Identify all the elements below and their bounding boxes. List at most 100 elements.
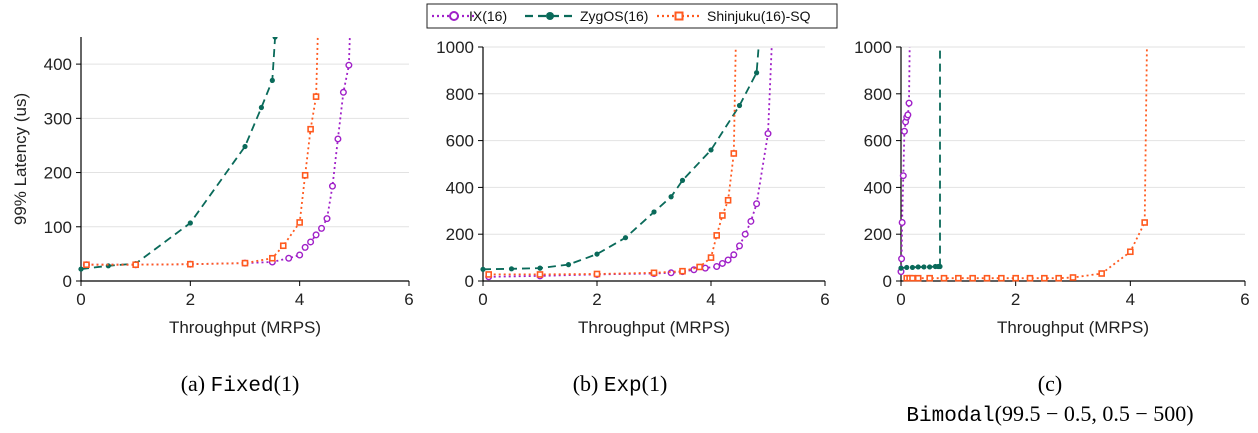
data-point [622, 235, 629, 241]
data-point [747, 217, 755, 225]
y-tick-label: 400 [44, 55, 72, 74]
y-tick-label: 0 [465, 272, 474, 291]
x-tick-label: 6 [1240, 290, 1249, 309]
data-point [730, 251, 738, 259]
data-point [328, 182, 336, 190]
data-point [679, 267, 686, 275]
x-tick-label: 2 [186, 290, 195, 309]
caption-a-args: (1) [273, 371, 300, 396]
x-tick-label: 0 [896, 290, 905, 309]
x-tick-label: 6 [820, 290, 829, 309]
y-tick-label: 600 [864, 132, 892, 151]
data-point [1055, 274, 1062, 282]
data-point [285, 254, 293, 262]
data-point [668, 194, 674, 200]
data-point [736, 102, 743, 109]
legend: IX(16) ZygOS(16) Shinjuku(16)-SQ [426, 3, 838, 29]
data-point [937, 263, 943, 270]
caption-b-function: Exp [603, 375, 642, 398]
data-point [969, 274, 976, 282]
data-point [701, 264, 709, 272]
plot-area [897, 47, 1148, 282]
data-point [904, 264, 910, 271]
y-tick-label: 0 [883, 272, 892, 291]
data-point [296, 251, 304, 259]
data-point [713, 232, 721, 239]
y-tick-label: 200 [44, 164, 72, 183]
data-point [296, 219, 303, 226]
x-tick-label: 4 [1126, 290, 1135, 309]
x-tick-label: 2 [592, 290, 601, 309]
data-point [272, 37, 278, 40]
data-point [318, 224, 326, 232]
data-point [1127, 248, 1134, 256]
data-point [312, 231, 320, 239]
data-point [651, 209, 657, 215]
x-axis-label: Throughput (MRPS) [997, 318, 1149, 337]
data-point [593, 270, 601, 278]
data-point [718, 259, 726, 267]
plot-area [480, 47, 773, 281]
data-point [983, 274, 991, 282]
data-point [914, 274, 922, 282]
chart-panel-2: 0 2 4 6 0 200 400 600 800 1000 Throughput (MRPS) [436, 38, 830, 337]
plot-area [78, 37, 353, 272]
data-point [730, 150, 738, 157]
caption-a: (a) Fixed(1) [140, 371, 340, 398]
series-line-ix-16 [488, 47, 773, 278]
legend-label: IX(16) [469, 8, 507, 24]
chart-panel-1: 0 2 4 6 0 100 200 300 400 Throughput (MRPS) 99% La… [11, 37, 414, 337]
data-point [724, 256, 732, 264]
caption-b: (b) Exp(1) [515, 371, 725, 398]
x-tick-label: 2 [1011, 290, 1020, 309]
caption-c-function-line: Bimodal(99.5 − 0.5, 0.5 − 500) [845, 401, 1255, 428]
caption-b-label: (b) [572, 371, 604, 396]
data-point [537, 265, 543, 271]
caption-c-args: (99.5 − 0.5, 0.5 − 500) [994, 401, 1194, 426]
legend-label: ZygOS(16) [580, 8, 648, 24]
legend-label: Shinjuku(16)-SQ [707, 8, 811, 24]
x-axis-label: Throughput (MRPS) [578, 318, 730, 337]
x-tick-label: 4 [706, 290, 715, 309]
y-tick-label: 600 [446, 132, 474, 151]
y-tick-label: 800 [446, 85, 474, 104]
data-point [345, 61, 353, 69]
caption-c-label: (c) [1037, 371, 1063, 396]
data-point [334, 135, 342, 143]
data-point [650, 269, 658, 277]
y-tick-label: 200 [864, 225, 892, 244]
data-point [78, 266, 84, 272]
data-point [480, 266, 486, 272]
legend-box [426, 3, 838, 29]
data-point [940, 274, 948, 282]
data-point [909, 274, 916, 282]
caption-a-label: (a) [180, 371, 211, 396]
y-tick-label: 400 [864, 178, 892, 197]
data-point [132, 261, 139, 269]
data-point [764, 130, 772, 138]
data-point [899, 172, 907, 180]
data-point [565, 262, 572, 268]
y-tick-label: 200 [446, 225, 474, 244]
data-point [258, 104, 264, 111]
data-point [594, 251, 600, 257]
data-point [312, 93, 320, 100]
legend-entry: Shinjuku(16)-SQ [657, 8, 811, 24]
data-point [269, 254, 276, 262]
data-point [307, 125, 314, 133]
data-point [898, 218, 906, 226]
x-tick-label: 6 [404, 290, 413, 309]
y-tick-label: 400 [446, 178, 474, 197]
x-tick-label: 4 [295, 290, 304, 309]
legend-entry: IX(16) [432, 8, 507, 24]
data-point [904, 111, 912, 119]
data-point [724, 196, 732, 204]
data-point [741, 230, 749, 238]
caption-b-args: (1) [641, 371, 668, 396]
data-point [955, 274, 962, 282]
series-line-zygos-16 [900, 47, 941, 269]
y-tick-label: 100 [44, 218, 72, 237]
data-point [301, 243, 309, 251]
data-point [301, 171, 309, 179]
